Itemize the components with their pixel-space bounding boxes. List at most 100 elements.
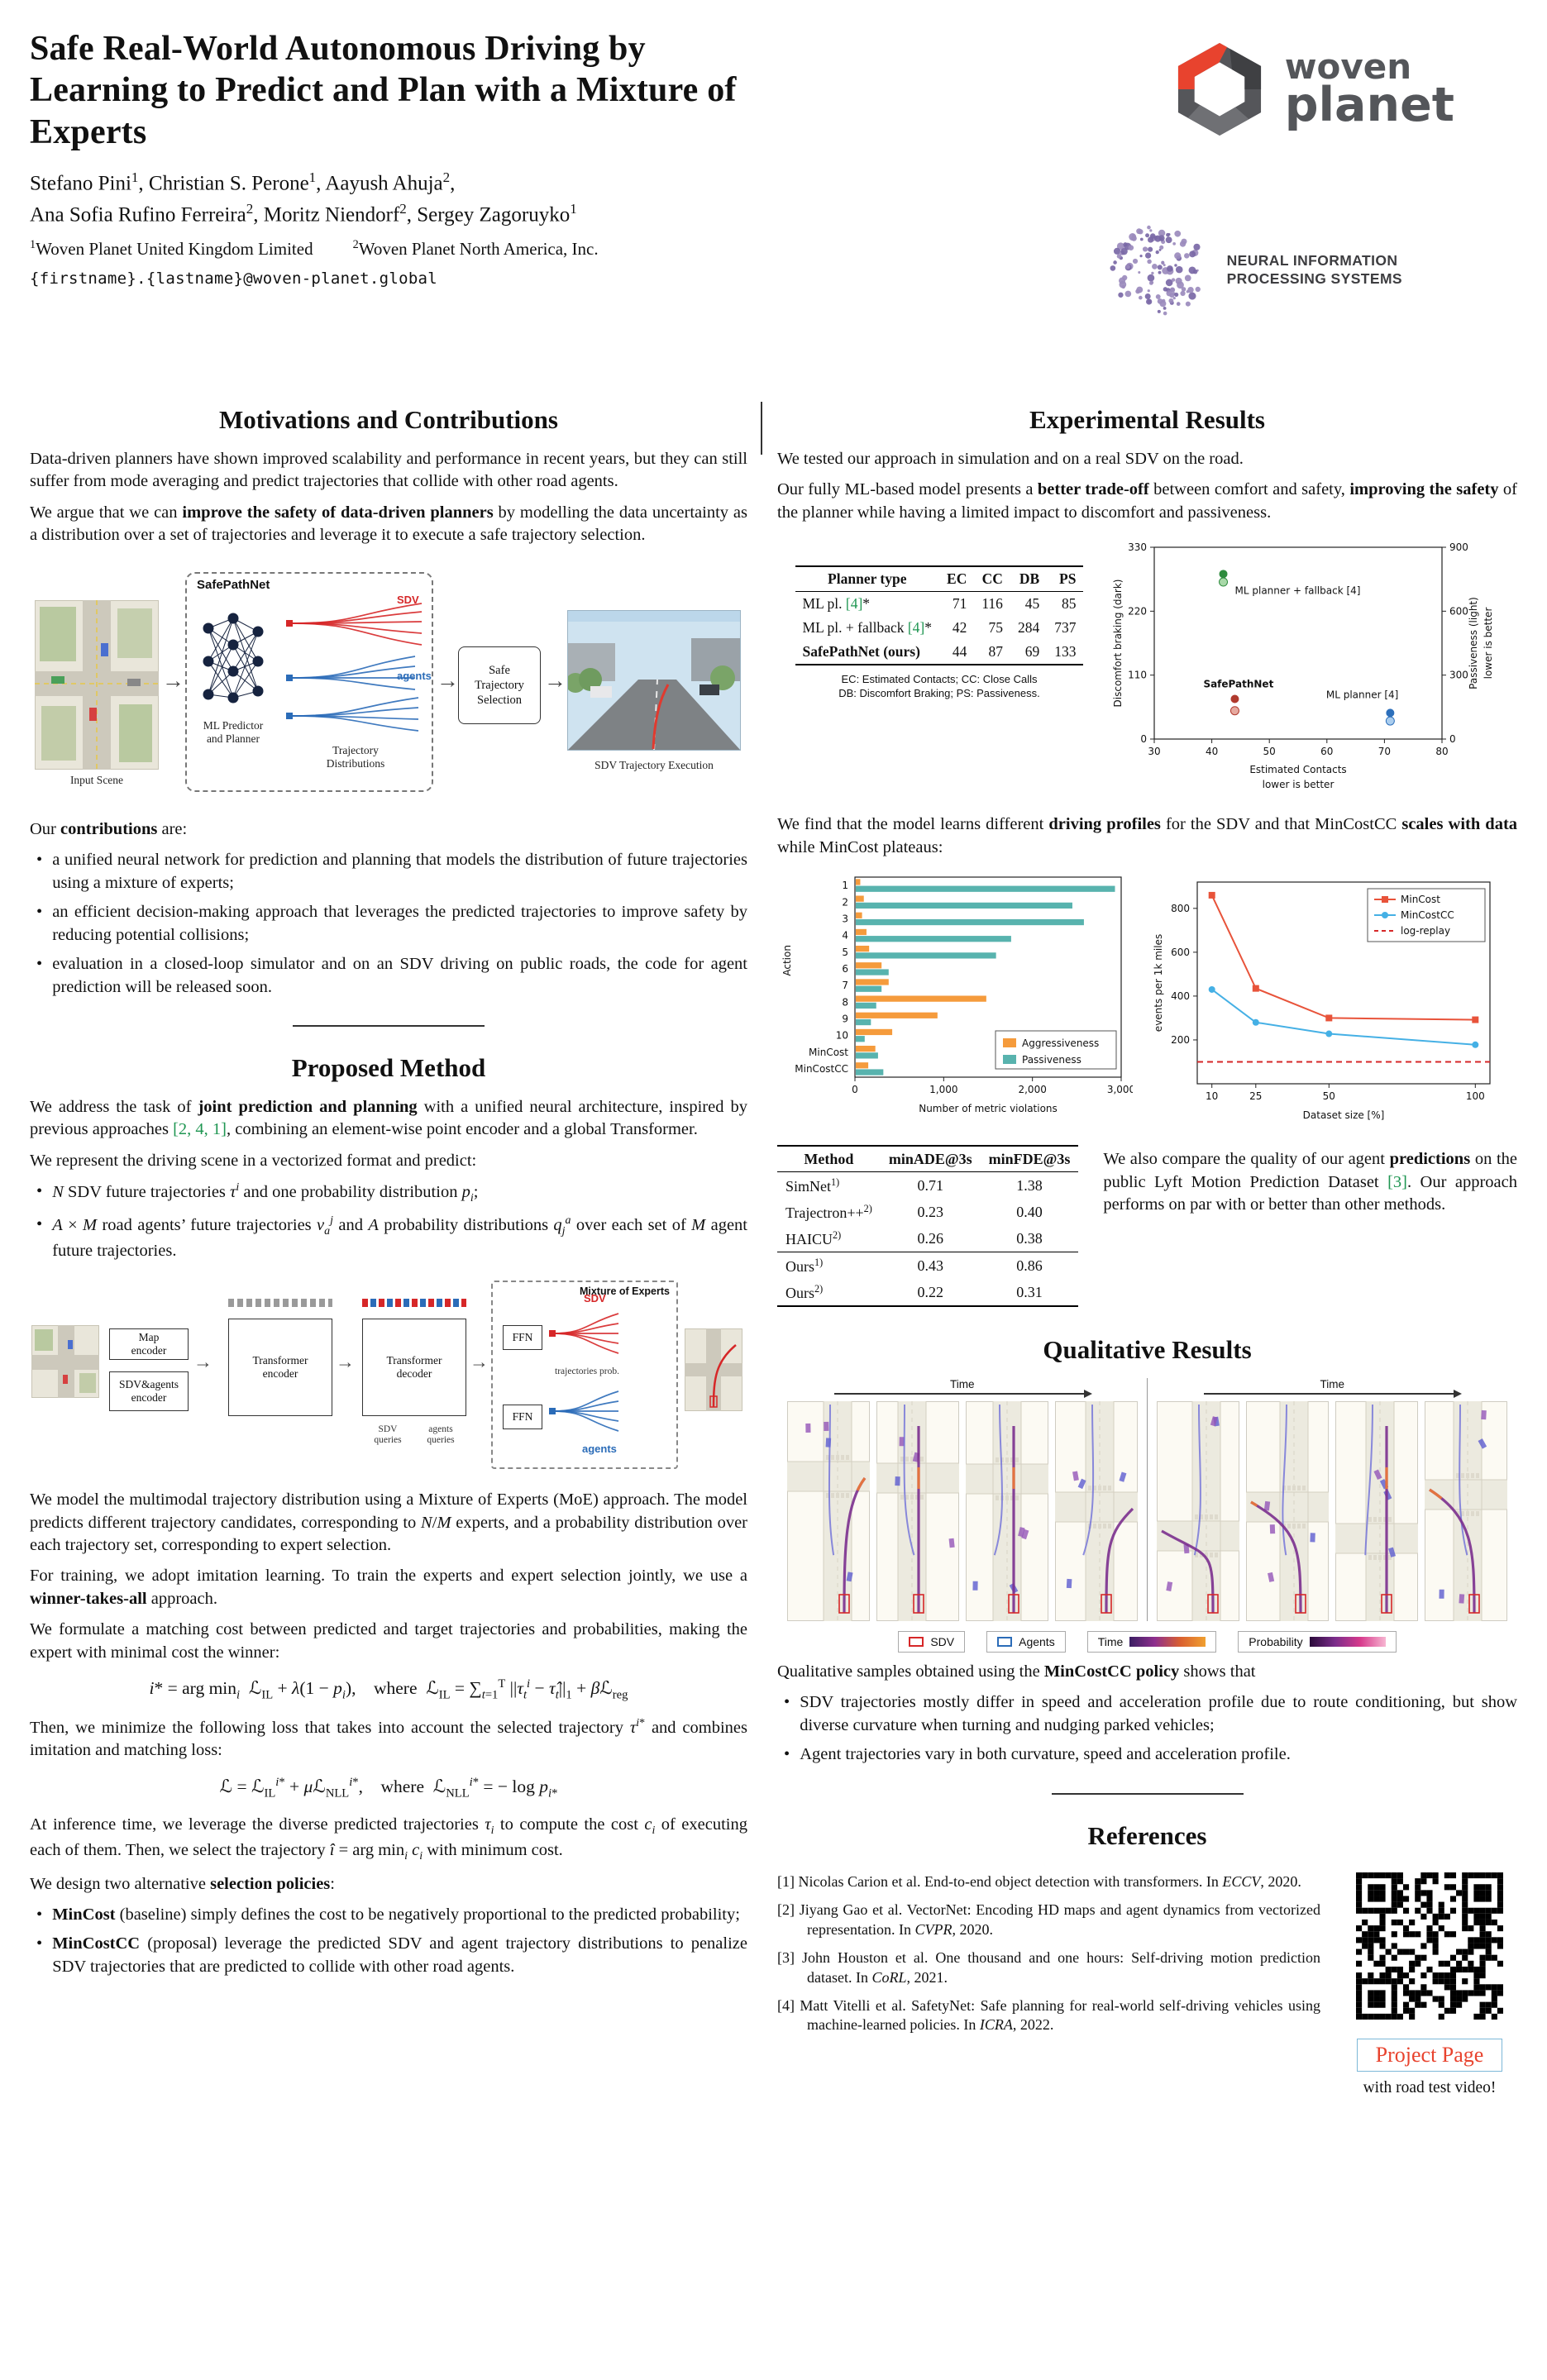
section-qualitative-heading: Qualitative Results xyxy=(1043,1335,1252,1365)
qualitative-sample-image xyxy=(1157,1400,1240,1621)
svg-text:4: 4 xyxy=(842,930,848,942)
flow-arrow-icon xyxy=(162,668,184,694)
poster-header: Safe Real-World Autonomous Driving by Le… xyxy=(30,28,1517,316)
qualitative-item: SDV trajectories mostly differ in speed … xyxy=(777,1691,1517,1737)
safepathnet-box: SafePathNet ML Predictor and Planner SDV… xyxy=(185,571,433,792)
table-header-row: Method minADE@3s minFDE@3s xyxy=(777,1145,1079,1173)
woven-hexagon-icon xyxy=(1177,43,1261,136)
table-row: Trajectron++2) 0.23 0.40 xyxy=(785,1202,1043,1221)
svg-text:80: 80 xyxy=(1435,746,1448,757)
trajectory-distributions-caption: Trajectory Distributions xyxy=(326,743,385,770)
sdv-execution-caption: SDV Trajectory Execution xyxy=(594,758,714,771)
video-note: with road test video! xyxy=(1363,2078,1497,2096)
qualitative-sample-image xyxy=(1335,1400,1419,1621)
contact-email: {firstname}.{lastname}@woven-planet.glob… xyxy=(30,269,438,288)
thumbnail-strip xyxy=(1157,1400,1508,1621)
left-column: Motivations and Contributions Data-drive… xyxy=(30,402,747,2097)
flow-arrow-icon xyxy=(336,1352,355,1373)
time-gradient-icon xyxy=(1129,1636,1206,1647)
table-row: Ours1) 0.43 0.86 xyxy=(785,1256,1043,1275)
method-paragraph-2: We represent the driving scene in a vect… xyxy=(30,1151,477,1170)
neural-network-icon xyxy=(203,613,264,704)
motivations-paragraph-1: Data-driven planners have shown improved… xyxy=(30,449,747,491)
svg-text:Discomfort braking (dark): Discomfort braking (dark) xyxy=(1112,579,1124,708)
svg-text:0: 0 xyxy=(1140,733,1147,745)
reference-item: [2] Jiyang Gao et al. VectorNet: Encodin… xyxy=(777,1901,1321,1938)
citation-link[interactable]: [4] xyxy=(907,619,925,637)
probability-gradient-icon xyxy=(1309,1636,1386,1647)
time-arrow: Time xyxy=(1157,1378,1507,1398)
authors-line1: Stefano Pini1, Christian S. Perone1, Aay… xyxy=(30,169,456,195)
svg-text:100: 100 xyxy=(1466,1090,1485,1102)
project-page-link[interactable]: Project Page xyxy=(1357,2038,1502,2072)
qualitative-sample-image xyxy=(876,1400,959,1621)
method-paragraph-6: Then, we minimize the following loss tha… xyxy=(30,1716,748,1760)
trajectory-distributions-graphic xyxy=(286,602,423,732)
arrow-line-icon xyxy=(833,1390,1092,1398)
experiments-paragraph-4: We also compare the quality of our agent… xyxy=(1103,1150,1517,1214)
table-row: ML pl. + fallback [4]* 42 75 284 737 xyxy=(802,619,1077,637)
trajectories-prob-label: trajectories prob. xyxy=(555,1366,619,1377)
section-divider xyxy=(293,1024,485,1027)
svg-text:7: 7 xyxy=(842,980,848,991)
svg-text:300: 300 xyxy=(1449,670,1468,681)
svg-text:Passiveness (light): Passiveness (light) xyxy=(1468,597,1479,689)
experiments-paragraph-3: We find that the model learns different … xyxy=(777,815,1518,856)
charts-row: 1 2 3 4 5 6 7 8 9 10 MinCost MinCostCC 0 1,000 2,000 3,… xyxy=(777,867,1517,1132)
right-column: Experimental Results We tested our appro… xyxy=(777,402,1517,2097)
svg-text:60: 60 xyxy=(1320,746,1333,757)
svg-text:events per 1k miles: events per 1k miles xyxy=(1153,934,1164,1032)
svg-text:MinCost: MinCost xyxy=(1401,894,1440,905)
svg-text:MinCost: MinCost xyxy=(809,1047,848,1058)
agents-label: agents xyxy=(397,669,432,682)
contributions-intro: Our contributions are: xyxy=(30,819,188,838)
svg-text:10: 10 xyxy=(836,1030,848,1042)
input-scene-caption: Input Scene xyxy=(69,773,124,786)
method-paragraph-7: At inference time, we leverage the diver… xyxy=(30,1815,747,1863)
sdv-queries-label: SDV queries xyxy=(374,1424,402,1446)
section-motivations-heading: Motivations and Contributions xyxy=(219,404,558,434)
legend-probability: Probability xyxy=(1238,1630,1397,1653)
svg-text:200: 200 xyxy=(1171,1034,1190,1046)
qualitative-sample-image xyxy=(1054,1400,1138,1621)
prediction-results-table: Method minADE@3s minFDE@3s SimNet1) 0.71… xyxy=(777,1145,1079,1308)
citation-link[interactable]: [3] xyxy=(1387,1172,1407,1191)
method-paragraph-1: We address the task of joint prediction … xyxy=(30,1097,747,1139)
neurips-dots-icon xyxy=(1110,225,1201,316)
transformer-decoder-box: Transformer decoder xyxy=(362,1319,466,1417)
qr-code xyxy=(1356,1872,1503,2020)
policy-item: MinCost (baseline) simply defines the co… xyxy=(30,1904,747,1926)
neurips-wordmark: NEURAL INFORMATION PROCESSING SYSTEMS xyxy=(1226,252,1402,287)
qualitative-sample-image xyxy=(965,1400,1048,1621)
table-row: Ours2) 0.22 0.31 xyxy=(777,1279,1079,1308)
prediction-item: A × M road agents’ future trajectories ν… xyxy=(30,1214,747,1262)
token-row xyxy=(228,1299,332,1308)
svg-text:5: 5 xyxy=(842,947,848,958)
section-references-heading: References xyxy=(1087,1820,1207,1850)
time-arrow: Time xyxy=(787,1378,1138,1398)
svg-text:3: 3 xyxy=(842,913,848,925)
safepathnet-label: SafePathNet xyxy=(197,577,270,592)
column-divider xyxy=(761,401,762,455)
citation-link[interactable]: [4] xyxy=(845,595,863,613)
qualitative-figure: Time Time xyxy=(777,1378,1517,1621)
legend-sdv: SDV xyxy=(898,1630,966,1653)
matching-cost-formula: i* = arg mini ℒIL + λ(1 − pi), where ℒIL… xyxy=(149,1677,628,1702)
svg-text:10: 10 xyxy=(1206,1090,1218,1102)
experiments-paragraph-2: Our fully ML-based model presents a bett… xyxy=(777,480,1517,522)
reference-item: [3] John Houston et al. One thousand and… xyxy=(777,1948,1320,1986)
reference-item: [1] Nicolas Carion et al. End-to-end obj… xyxy=(777,1872,1301,1890)
map-encoder-box: Map encoder xyxy=(109,1328,189,1361)
qualitative-sample-image xyxy=(786,1400,870,1621)
scaling-line-chart: 200 400 600 800 10 25 50 100 Dataset size [%] eve… xyxy=(1153,881,1491,1121)
legend-time: Time xyxy=(1086,1630,1217,1653)
qualitative-sample-image xyxy=(1425,1400,1508,1621)
policy-item: MinCostCC (proposal) leverage the predic… xyxy=(30,1933,747,1978)
svg-text:Dataset size [%]: Dataset size [%] xyxy=(1303,1109,1385,1121)
svg-text:40: 40 xyxy=(1206,746,1218,757)
ml-predictor-caption: ML Predictor and Planner xyxy=(203,718,264,745)
citation-link[interactable]: [2, 4, 1] xyxy=(173,1120,227,1139)
sdv-trajectories-graphic xyxy=(549,1313,619,1354)
violations-bar-chart: 1 2 3 4 5 6 7 8 9 10 MinCost MinCostCC 0 1,000 2,000 3,… xyxy=(781,876,1133,1114)
svg-text:1,000: 1,000 xyxy=(929,1084,957,1095)
